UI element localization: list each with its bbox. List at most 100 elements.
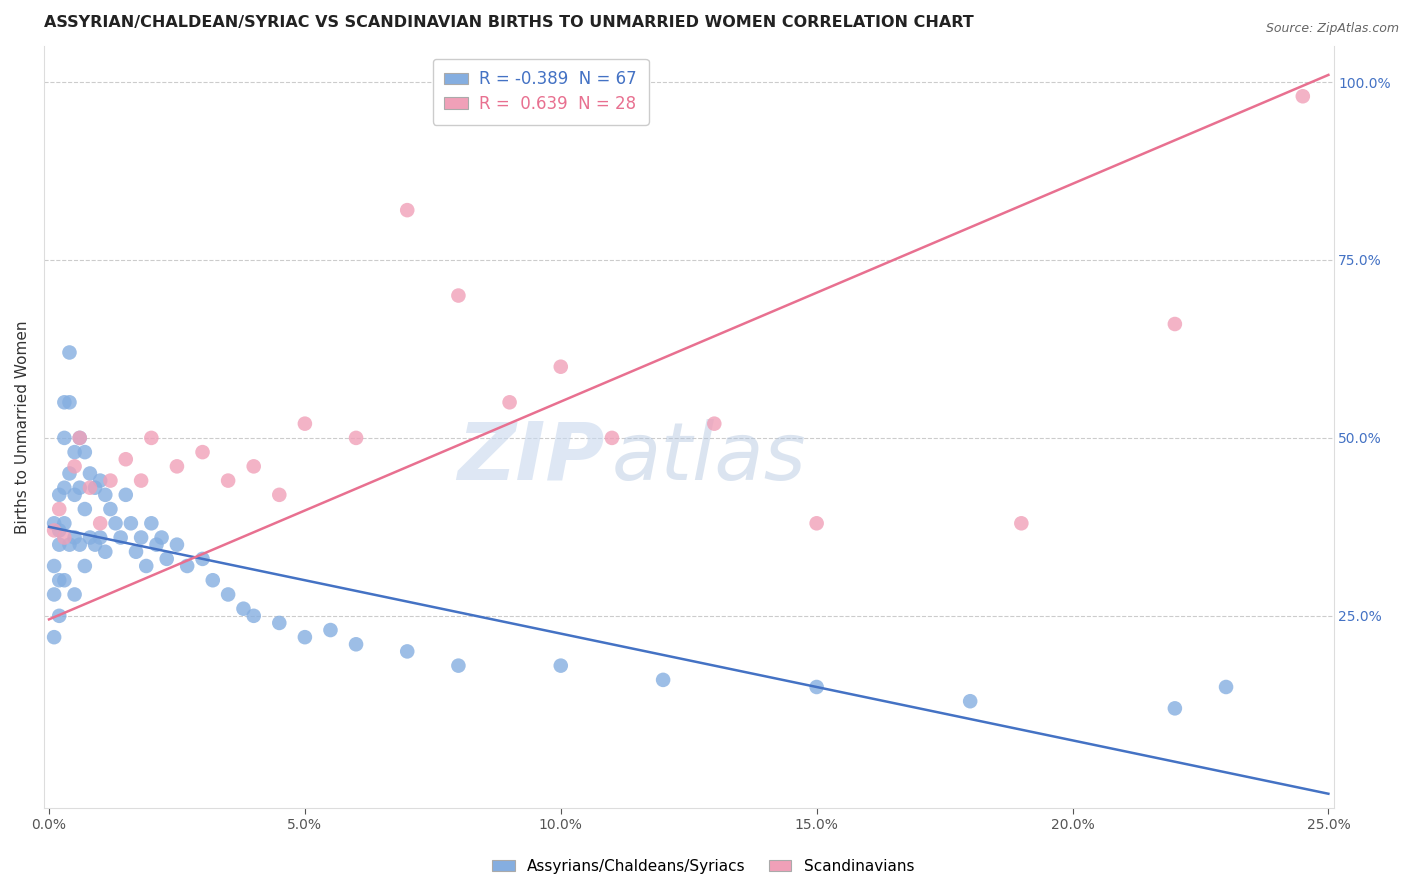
- Point: [42, 559, 65, 574]
- Point: [806, 680, 828, 694]
- Point: [242, 459, 264, 474]
- Point: [63, 445, 86, 459]
- Point: [100, 474, 122, 488]
- Legend: R = -0.389  N = 67, R =  0.639  N = 28: R = -0.389 N = 67, R = 0.639 N = 28: [433, 59, 648, 125]
- Point: [42, 587, 65, 601]
- Point: [48, 502, 70, 516]
- Point: [94, 488, 117, 502]
- Point: [58, 467, 80, 481]
- Point: [135, 559, 157, 574]
- Point: [550, 658, 572, 673]
- Point: [652, 673, 675, 687]
- Point: [84, 538, 107, 552]
- Point: [191, 552, 214, 566]
- Point: [58, 395, 80, 409]
- Point: [48, 573, 70, 587]
- Point: [1164, 701, 1187, 715]
- Point: [125, 545, 148, 559]
- Point: [269, 615, 291, 630]
- Point: [89, 516, 111, 531]
- Point: [129, 531, 152, 545]
- Point: [69, 538, 91, 552]
- Point: [100, 502, 122, 516]
- Point: [89, 474, 111, 488]
- Point: [141, 516, 163, 531]
- Point: [63, 488, 86, 502]
- Point: [150, 531, 173, 545]
- Point: [201, 573, 224, 587]
- Y-axis label: Births to Unmarried Women: Births to Unmarried Women: [15, 320, 30, 534]
- Point: [550, 359, 572, 374]
- Point: [94, 545, 117, 559]
- Point: [42, 630, 65, 644]
- Point: [114, 488, 136, 502]
- Point: [53, 481, 76, 495]
- Point: [166, 459, 188, 474]
- Point: [703, 417, 725, 431]
- Point: [344, 431, 367, 445]
- Point: [58, 538, 80, 552]
- Point: [600, 431, 623, 445]
- Point: [73, 559, 96, 574]
- Point: [1292, 89, 1315, 103]
- Point: [63, 459, 86, 474]
- Point: [53, 516, 76, 531]
- Point: [42, 524, 65, 538]
- Point: [42, 516, 65, 531]
- Text: Source: ZipAtlas.com: Source: ZipAtlas.com: [1265, 22, 1399, 36]
- Text: ZIP: ZIP: [457, 418, 605, 497]
- Point: [294, 417, 316, 431]
- Text: atlas: atlas: [612, 418, 806, 497]
- Point: [69, 431, 91, 445]
- Point: [104, 516, 127, 531]
- Point: [53, 431, 76, 445]
- Point: [498, 395, 520, 409]
- Point: [396, 644, 419, 658]
- Point: [73, 445, 96, 459]
- Point: [176, 559, 198, 574]
- Point: [63, 587, 86, 601]
- Point: [79, 481, 101, 495]
- Point: [48, 538, 70, 552]
- Legend: Assyrians/Chaldeans/Syriacs, Scandinavians: Assyrians/Chaldeans/Syriacs, Scandinavia…: [485, 853, 921, 880]
- Point: [89, 531, 111, 545]
- Point: [110, 531, 132, 545]
- Point: [242, 608, 264, 623]
- Point: [141, 431, 163, 445]
- Point: [232, 601, 254, 615]
- Text: ASSYRIAN/CHALDEAN/SYRIAC VS SCANDINAVIAN BIRTHS TO UNMARRIED WOMEN CORRELATION C: ASSYRIAN/CHALDEAN/SYRIAC VS SCANDINAVIAN…: [44, 15, 973, 30]
- Point: [396, 203, 419, 218]
- Point: [959, 694, 981, 708]
- Point: [114, 452, 136, 467]
- Point: [1010, 516, 1032, 531]
- Point: [53, 531, 76, 545]
- Point: [166, 538, 188, 552]
- Point: [73, 502, 96, 516]
- Point: [1164, 317, 1187, 331]
- Point: [191, 445, 214, 459]
- Point: [48, 488, 70, 502]
- Point: [145, 538, 167, 552]
- Point: [447, 658, 470, 673]
- Point: [319, 623, 342, 637]
- Point: [69, 431, 91, 445]
- Point: [53, 573, 76, 587]
- Point: [129, 474, 152, 488]
- Point: [269, 488, 291, 502]
- Point: [53, 395, 76, 409]
- Point: [58, 345, 80, 359]
- Point: [806, 516, 828, 531]
- Point: [344, 637, 367, 651]
- Point: [447, 288, 470, 302]
- Point: [63, 531, 86, 545]
- Point: [217, 587, 239, 601]
- Point: [48, 524, 70, 538]
- Point: [217, 474, 239, 488]
- Point: [79, 531, 101, 545]
- Point: [79, 467, 101, 481]
- Point: [156, 552, 179, 566]
- Point: [69, 481, 91, 495]
- Point: [48, 608, 70, 623]
- Point: [84, 481, 107, 495]
- Point: [294, 630, 316, 644]
